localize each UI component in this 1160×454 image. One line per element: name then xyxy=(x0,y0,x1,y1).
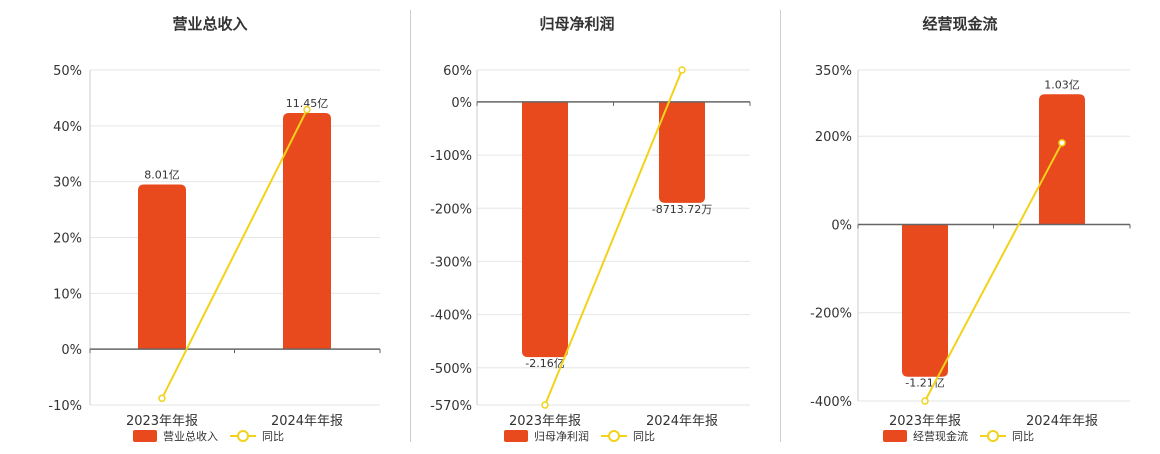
y-tick-label: -100% xyxy=(430,149,472,164)
y-tick-label: 50% xyxy=(53,64,82,79)
bar xyxy=(659,101,705,203)
y-tick-label: 10% xyxy=(53,287,82,302)
x-category-label: 2023年年报 xyxy=(126,414,198,429)
y-tick-label: 350% xyxy=(815,64,852,79)
chart-title: 经营现金流 xyxy=(922,15,997,33)
yoy-point xyxy=(158,394,166,403)
yoy-point xyxy=(678,66,686,74)
y-tick-label: -500% xyxy=(430,362,472,377)
x-category-label: 2023年年报 xyxy=(509,414,581,429)
legend-bar-label: 归母净利润 xyxy=(534,429,589,443)
y-tick-label: 40% xyxy=(53,120,82,135)
bar xyxy=(138,184,186,350)
x-category-label: 2023年年报 xyxy=(889,414,961,429)
bar-data-label: 11.45亿 xyxy=(286,97,329,110)
chart-panel-net-profit: 归母净利润 60% 0% -100% -200% -300% -400% -500% -570%… xyxy=(412,0,778,450)
bar-data-label: 8.01亿 xyxy=(144,168,180,181)
y-tick-label: 30% xyxy=(53,176,82,191)
y-tick-label: -10% xyxy=(48,399,82,414)
x-category-label: 2024年年报 xyxy=(646,414,718,429)
y-tick-label: -400% xyxy=(810,395,852,410)
y-tick-label: 0% xyxy=(831,218,852,233)
bar-data-label: 1.03亿 xyxy=(1044,78,1080,91)
y-tick-label: -570% xyxy=(430,399,472,414)
panel-divider xyxy=(410,10,411,442)
yoy-line xyxy=(924,142,1063,402)
bar xyxy=(522,101,568,358)
y-tick-label: 60% xyxy=(443,64,472,79)
legend-line-marker xyxy=(237,430,249,442)
bar-data-label: -1.21亿 xyxy=(905,377,944,390)
y-tick-label: -200% xyxy=(430,202,472,217)
y-tick-label: 0% xyxy=(61,343,82,358)
legend-line-label: 同比 xyxy=(633,430,655,443)
bar-data-label: -2.16亿 xyxy=(525,357,564,370)
y-tick-label: -200% xyxy=(810,307,852,322)
yoy-point xyxy=(921,397,929,405)
chart-panel-revenue: 营业总收入 50% 40% 30% 20% 10% 0% -10% 8.01亿 11.45亿 202… xyxy=(0,0,405,450)
bar xyxy=(1039,94,1085,225)
net-profit-chart: 归母净利润 60% 0% -100% -200% -300% -400% -500% -570%… xyxy=(430,15,751,443)
bar xyxy=(283,112,331,350)
chart-panel-cash-flow: 经营现金流 350% 200% 0% -200% -400% -1.21亿 1.03亿 2023… xyxy=(782,0,1160,450)
yoy-point xyxy=(303,105,311,114)
legend-line-marker xyxy=(608,430,620,442)
legend-bar-label: 经营现金流 xyxy=(913,429,968,443)
legend-line-label: 同比 xyxy=(1012,430,1034,443)
legend-bar-swatch xyxy=(883,430,907,442)
yoy-line xyxy=(161,109,308,399)
y-tick-label: -400% xyxy=(430,309,472,324)
legend-bar-swatch xyxy=(504,430,528,442)
x-category-label: 2024年年报 xyxy=(271,414,343,429)
y-tick-label: -300% xyxy=(430,255,472,270)
legend-line-marker xyxy=(987,430,999,442)
legend-line-label: 同比 xyxy=(262,430,284,443)
y-tick-label: 200% xyxy=(815,130,852,145)
bar xyxy=(902,224,948,377)
y-tick-label: 0% xyxy=(451,96,472,111)
revenue-chart: 营业总收入 50% 40% 30% 20% 10% 0% -10% 8.01亿 11.45亿 202… xyxy=(48,15,381,443)
legend-bar-swatch xyxy=(133,430,157,442)
cash-flow-chart: 经营现金流 350% 200% 0% -200% -400% -1.21亿 1.03亿 2023… xyxy=(810,15,1131,443)
yoy-point xyxy=(1058,139,1066,147)
panel-divider xyxy=(780,10,781,442)
bar-data-label: -8713.72万 xyxy=(652,203,712,216)
x-category-label: 2024年年报 xyxy=(1026,414,1098,429)
yoy-point xyxy=(541,401,549,409)
y-tick-label: 20% xyxy=(53,232,82,247)
chart-title: 归母净利润 xyxy=(539,15,614,33)
yoy-line xyxy=(544,69,683,406)
legend-bar-label: 营业总收入 xyxy=(163,429,218,443)
chart-title: 营业总收入 xyxy=(172,15,247,33)
